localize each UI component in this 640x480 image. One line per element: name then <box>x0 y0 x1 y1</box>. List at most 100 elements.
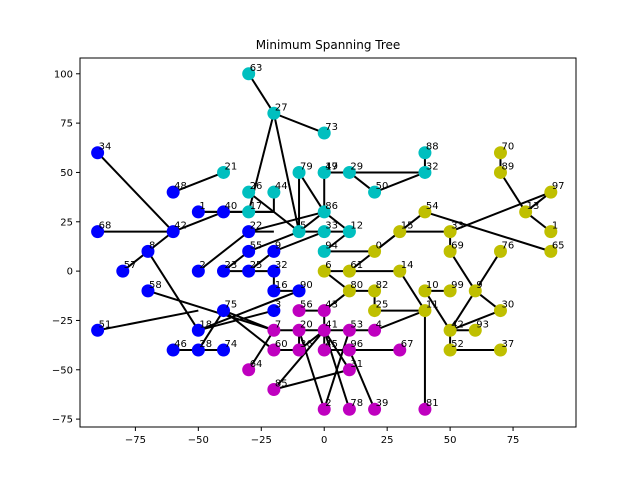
tree-edge <box>172 210 224 233</box>
node-point <box>141 244 155 258</box>
node-point <box>166 225 180 239</box>
node-label: 11 <box>426 300 439 311</box>
node-layer <box>91 67 558 416</box>
node-label: 30 <box>501 300 514 311</box>
node-point <box>418 304 432 318</box>
node-label: 16 <box>275 280 288 291</box>
node-label: 96 <box>350 339 363 350</box>
node-point <box>317 126 331 140</box>
node-point <box>292 165 306 179</box>
node-label: 86 <box>325 201 338 212</box>
plot-frame <box>79 57 577 428</box>
y-tick-label: −25 <box>52 316 73 327</box>
node-label: 10 <box>426 280 439 291</box>
node-point <box>267 185 281 199</box>
node-point <box>519 205 533 219</box>
node-label: 42 <box>174 221 187 232</box>
node-point <box>267 383 281 397</box>
node-label: 82 <box>376 280 389 291</box>
node-label: 13 <box>527 201 540 212</box>
tree-edge <box>248 230 300 253</box>
node-point <box>443 244 457 258</box>
node-point <box>544 225 558 239</box>
node-label: 39 <box>376 398 389 409</box>
node-point <box>493 244 507 258</box>
tree-edge <box>398 270 426 312</box>
node-label: 93 <box>476 319 489 330</box>
node-point <box>242 67 256 81</box>
node-point <box>242 264 256 278</box>
node-label-layer: 3468515785848424612182840237574225525932… <box>99 63 565 409</box>
node-label: 51 <box>99 319 112 330</box>
tree-edge <box>298 330 326 410</box>
node-label: 1 <box>552 221 558 232</box>
tree-edge <box>424 290 451 331</box>
tree-edge <box>172 171 224 194</box>
node-label: 69 <box>451 240 464 251</box>
node-point <box>393 264 407 278</box>
node-point <box>317 402 331 416</box>
node-label: 68 <box>99 221 112 232</box>
node-label: 76 <box>501 240 514 251</box>
tree-edge <box>147 250 200 331</box>
node-label: 4 <box>376 319 382 330</box>
node-point <box>191 205 205 219</box>
x-tick-label: −50 <box>188 435 209 446</box>
tree-edge <box>197 310 225 351</box>
node-label: 89 <box>501 161 514 172</box>
tree-edge <box>374 171 426 194</box>
x-tick-label: 50 <box>444 435 457 446</box>
node-label: 43 <box>325 300 338 311</box>
node-label: 17 <box>250 201 263 212</box>
tree-edge <box>247 73 275 114</box>
node-label: 54 <box>426 201 439 212</box>
node-label: 5 <box>300 221 306 232</box>
node-label: 15 <box>401 221 414 232</box>
tree-edge <box>147 289 275 332</box>
tree-edge <box>247 329 275 371</box>
node-label: 63 <box>250 63 263 74</box>
node-point <box>267 106 281 120</box>
node-point <box>267 343 281 357</box>
node-point <box>91 323 105 337</box>
node-label: 8 <box>149 240 155 251</box>
node-label: 99 <box>451 280 464 291</box>
node-label: 25 <box>250 260 263 271</box>
node-label: 2 <box>325 398 331 409</box>
tree-edge <box>96 152 174 233</box>
node-point <box>493 304 507 318</box>
x-tick-label: 75 <box>507 435 520 446</box>
node-point <box>191 343 205 357</box>
node-point <box>493 343 507 357</box>
x-tick-label: 0 <box>321 435 327 446</box>
node-label: 19 <box>325 161 338 172</box>
node-point <box>292 304 306 318</box>
node-label: 85 <box>275 379 288 390</box>
node-label: 32 <box>275 260 288 271</box>
tree-edge <box>323 329 351 371</box>
node-point <box>292 284 306 298</box>
node-label: 22 <box>250 221 263 232</box>
node-point <box>418 205 432 219</box>
node-label: 0 <box>376 240 382 251</box>
node-point <box>418 284 432 298</box>
y-tick-label: 50 <box>60 168 73 179</box>
node-label: 1 <box>199 201 205 212</box>
node-point <box>267 304 281 318</box>
node-label: 45 <box>325 339 338 350</box>
node-point <box>242 363 256 377</box>
tree-edge <box>272 113 301 232</box>
node-label: 64 <box>250 359 263 370</box>
node-point <box>418 402 432 416</box>
node-point <box>418 146 432 160</box>
node-point <box>242 244 256 258</box>
node-label: 37 <box>501 339 514 350</box>
tree-edge <box>424 210 552 253</box>
y-tick-label: −75 <box>52 415 73 426</box>
node-label: 47 <box>325 161 338 172</box>
node-label: 41 <box>325 319 338 330</box>
node-label: 40 <box>225 201 238 212</box>
node-point <box>292 343 306 357</box>
node-label: 55 <box>250 240 263 251</box>
